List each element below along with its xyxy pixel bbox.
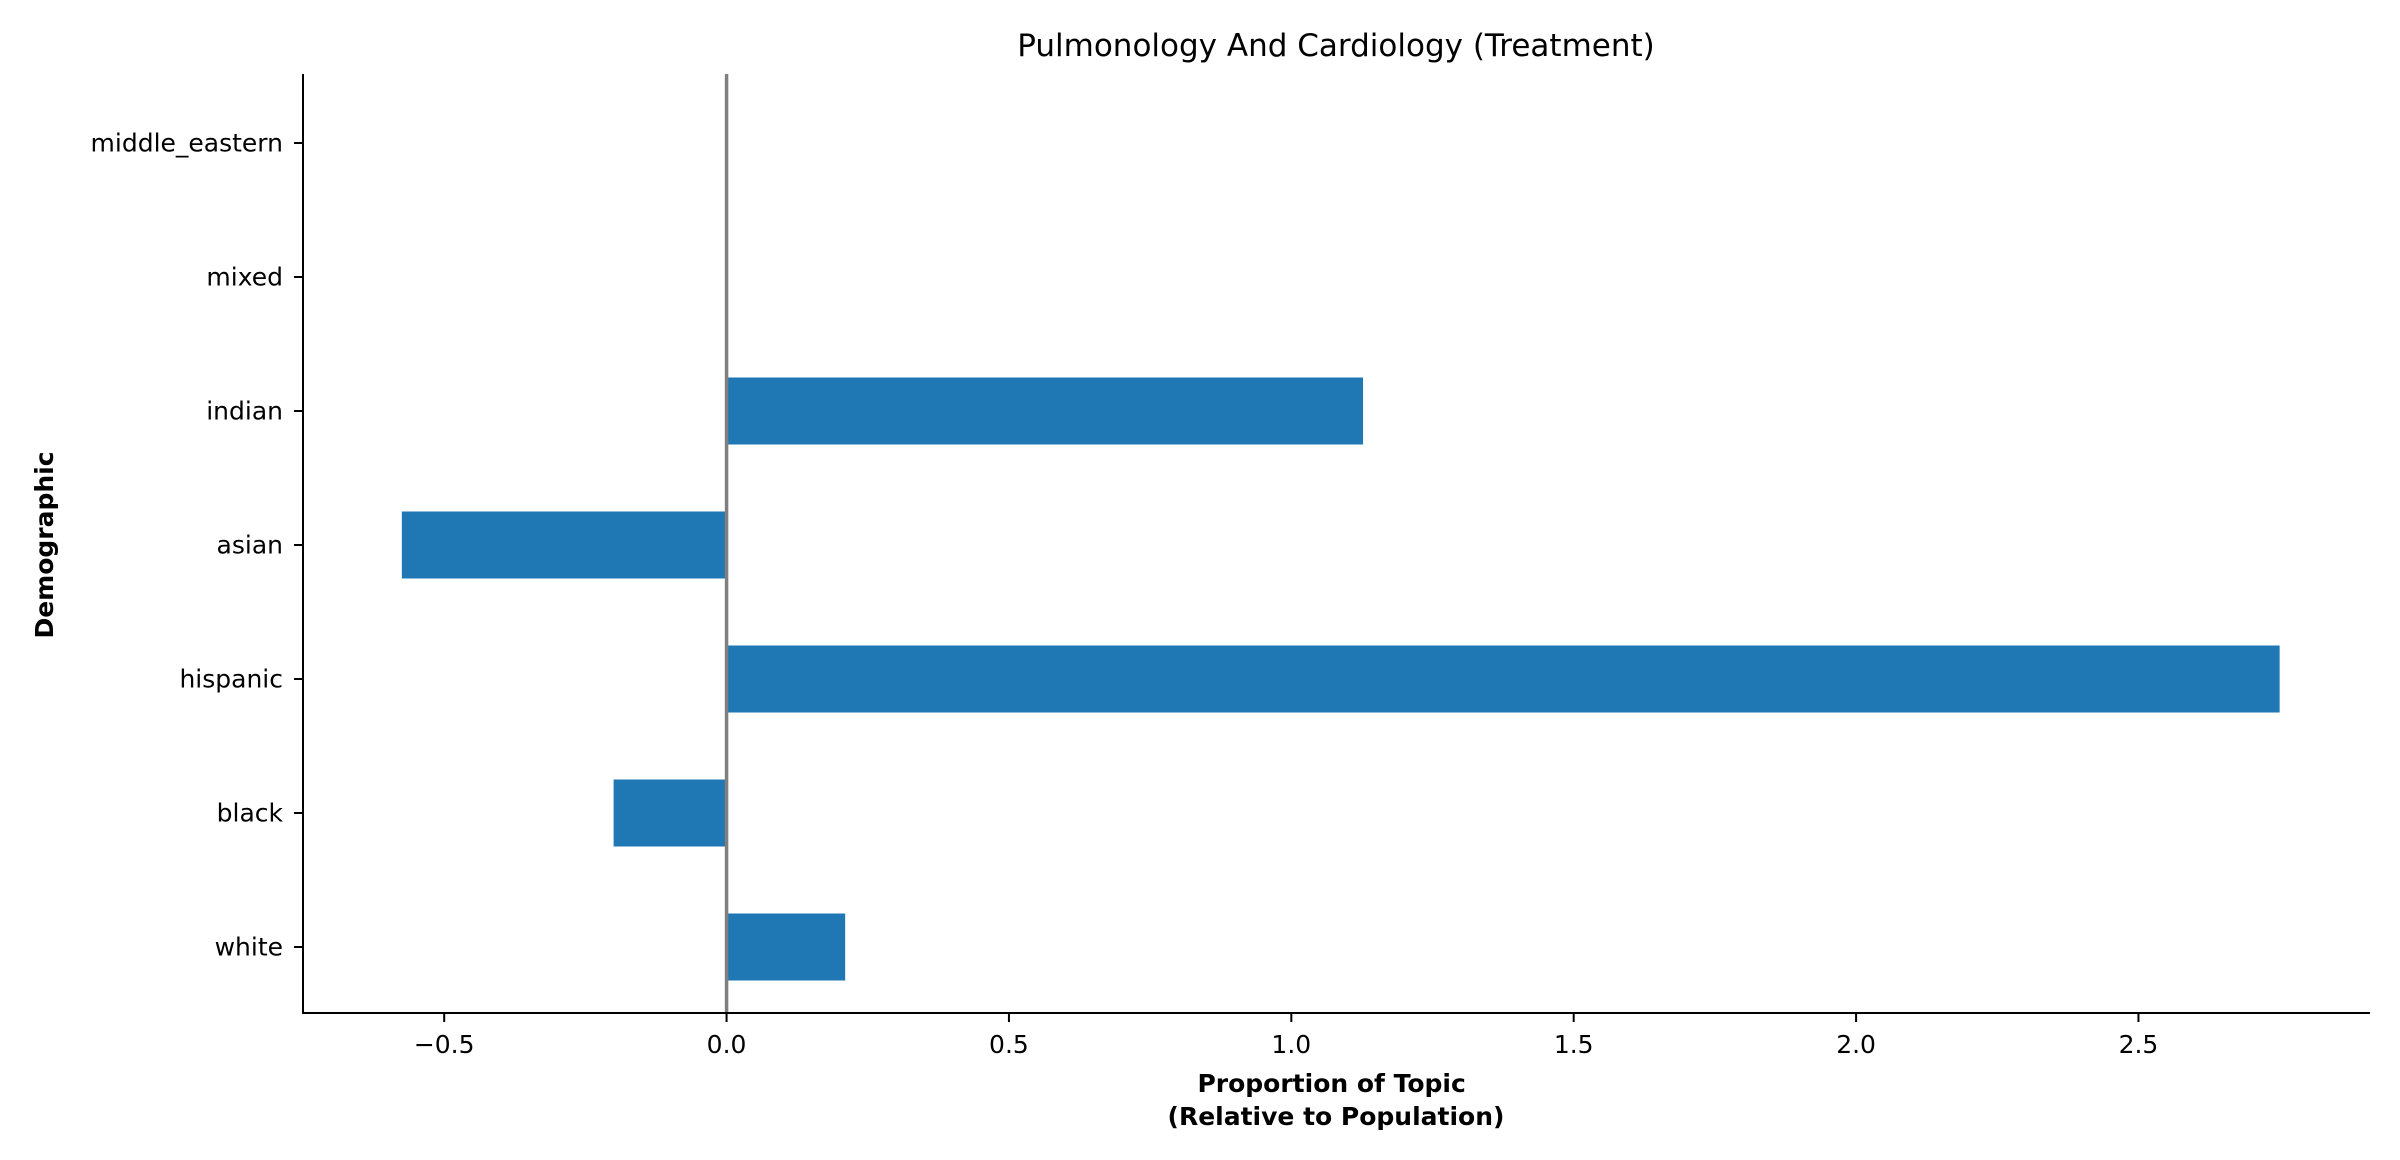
x-tick-label: 1.5 (1554, 1030, 1594, 1059)
chart-title: Pulmonology And Cardiology (Treatment) (1017, 28, 1655, 64)
x-axis-title: Proportion of Topic (Relative to Populat… (1168, 1069, 1505, 1131)
y-tick-label-middle_eastern: middle_eastern (91, 129, 283, 158)
x-tick-label: 1.0 (1271, 1030, 1311, 1059)
y-tick-label-hispanic: hispanic (179, 665, 283, 694)
bars-group (401, 377, 2280, 981)
y-tick-label-indian: indian (206, 397, 283, 426)
y-tick-label-white: white (215, 933, 283, 962)
y-ticks-group: white black hispanic asian indian mixed middle… (91, 129, 303, 962)
y-tick-label-black: black (217, 799, 284, 828)
x-tick-label: 2.0 (1836, 1030, 1876, 1059)
x-tick-label: 2.5 (2119, 1030, 2159, 1059)
x-tick-label: −0.5 (414, 1030, 475, 1059)
bar-asian (401, 511, 727, 579)
bar-indian (726, 377, 1364, 445)
x-axis-title-line2: (Relative to Population) (1168, 1102, 1505, 1131)
bar-white (726, 913, 846, 981)
y-tick-label-asian: asian (217, 531, 283, 560)
x-tick-label: 0.5 (989, 1030, 1029, 1059)
bar-black (613, 779, 727, 847)
x-ticks-group: −0.5 0.0 0.5 1.0 1.5 2.0 2.5 (414, 1013, 2159, 1059)
x-axis-title-line1: Proportion of Topic (1197, 1069, 1465, 1098)
y-axis-title: Demographic (30, 451, 59, 638)
bar-hispanic (726, 645, 2280, 713)
y-tick-label-mixed: mixed (206, 263, 283, 292)
x-tick-label: 0.0 (707, 1030, 747, 1059)
